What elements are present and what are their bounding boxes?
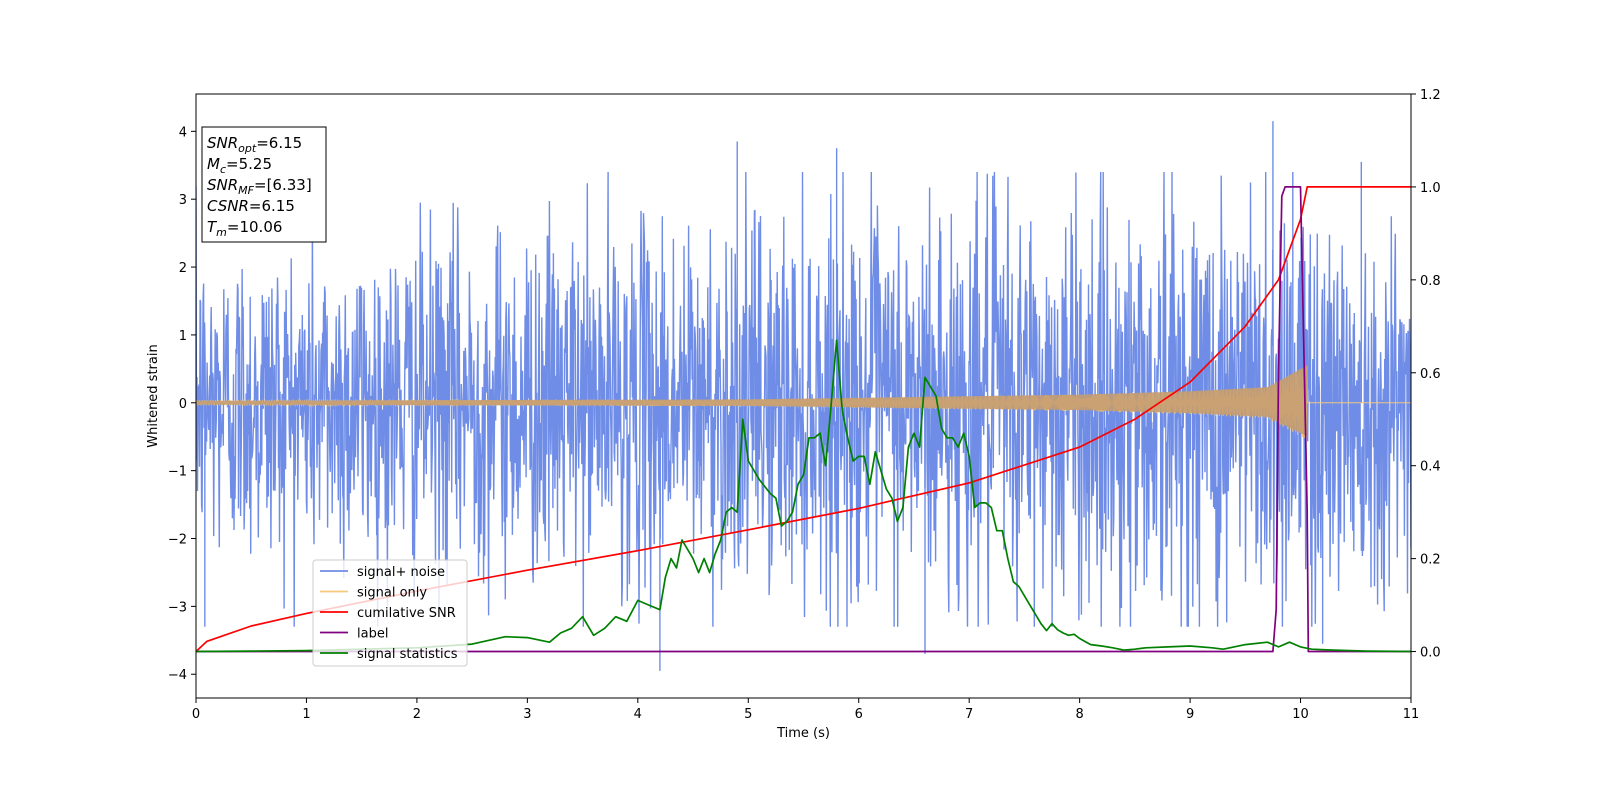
- x-tick-label: 7: [965, 707, 973, 722]
- y-left-tick-label: −1: [168, 465, 187, 480]
- y-left-tick-label: −4: [168, 668, 187, 683]
- y-left-tick-label: −3: [168, 600, 187, 615]
- series-signal-only-envelope: [196, 365, 1308, 437]
- legend-label: cumilative SNR: [357, 606, 456, 621]
- x-tick-label: 6: [855, 707, 863, 722]
- legend: signal+ noise signal only cumilative SNR la…: [312, 559, 468, 667]
- series-signal-statistics-line: [196, 339, 1411, 653]
- y-left-tick-label: 3: [179, 193, 187, 208]
- legend-label: signal statistics: [357, 647, 458, 662]
- axes-layer: 0 1 2 3 4 5 6 7 8 9 10 1143210−1−2−3−41.21.00.80.60…: [168, 88, 1441, 722]
- x-tick-label: 2: [413, 707, 421, 722]
- y-left-tick-label: 4: [179, 125, 187, 140]
- x-tick-label: 11: [1403, 707, 1420, 722]
- legend-label: signal only: [357, 586, 427, 601]
- series-signal-noise-line: [196, 171, 1411, 627]
- x-tick-label: 9: [1186, 707, 1194, 722]
- y-axis-label: Whitened strain: [146, 344, 161, 447]
- y-right-tick-label: 0.2: [1420, 553, 1441, 568]
- series-layer: [196, 121, 1411, 671]
- x-tick-label: 8: [1075, 707, 1083, 722]
- legend-frame: [312, 559, 468, 667]
- y-right-tick-label: 1.2: [1420, 88, 1441, 103]
- y-right-tick-label: 1.0: [1420, 181, 1441, 196]
- x-tick-label: 3: [523, 707, 531, 722]
- y-left-tick-label: 0: [179, 397, 187, 412]
- series-cumilative-snr-line: [196, 186, 1411, 653]
- y-left-tick-label: 1: [179, 329, 187, 344]
- x-tick-label: 0: [192, 707, 200, 722]
- x-tick-label: 4: [634, 707, 642, 722]
- annotation-frame: [201, 126, 327, 243]
- y-right-tick-label: 0.0: [1420, 646, 1441, 661]
- y-right-tick-label: 0.4: [1420, 460, 1441, 475]
- legend-label: signal+ noise: [357, 565, 445, 580]
- x-tick-label: 1: [302, 707, 310, 722]
- annotation-line: SNRopt=6.15: [207, 134, 302, 155]
- y-left-tick-label: −2: [168, 533, 187, 548]
- y-right-tick-label: 0.6: [1420, 367, 1441, 382]
- legend-label: label: [357, 627, 388, 642]
- plot-frame: [195, 93, 1412, 699]
- annotation-line: SNRMF=[6.33]: [207, 176, 312, 197]
- annotation-line: Mc=5.25: [207, 155, 272, 176]
- y-left-tick-label: 2: [179, 261, 187, 276]
- annotation-line: CSNR=6.15: [207, 197, 295, 215]
- x-axis-label: Time (s): [776, 726, 830, 741]
- x-tick-label: 10: [1292, 707, 1309, 722]
- x-tick-label: 5: [744, 707, 752, 722]
- series-label-line: [196, 186, 1411, 653]
- y-right-tick-label: 0.8: [1420, 274, 1441, 289]
- annotation-line: Tm=10.06: [207, 218, 282, 239]
